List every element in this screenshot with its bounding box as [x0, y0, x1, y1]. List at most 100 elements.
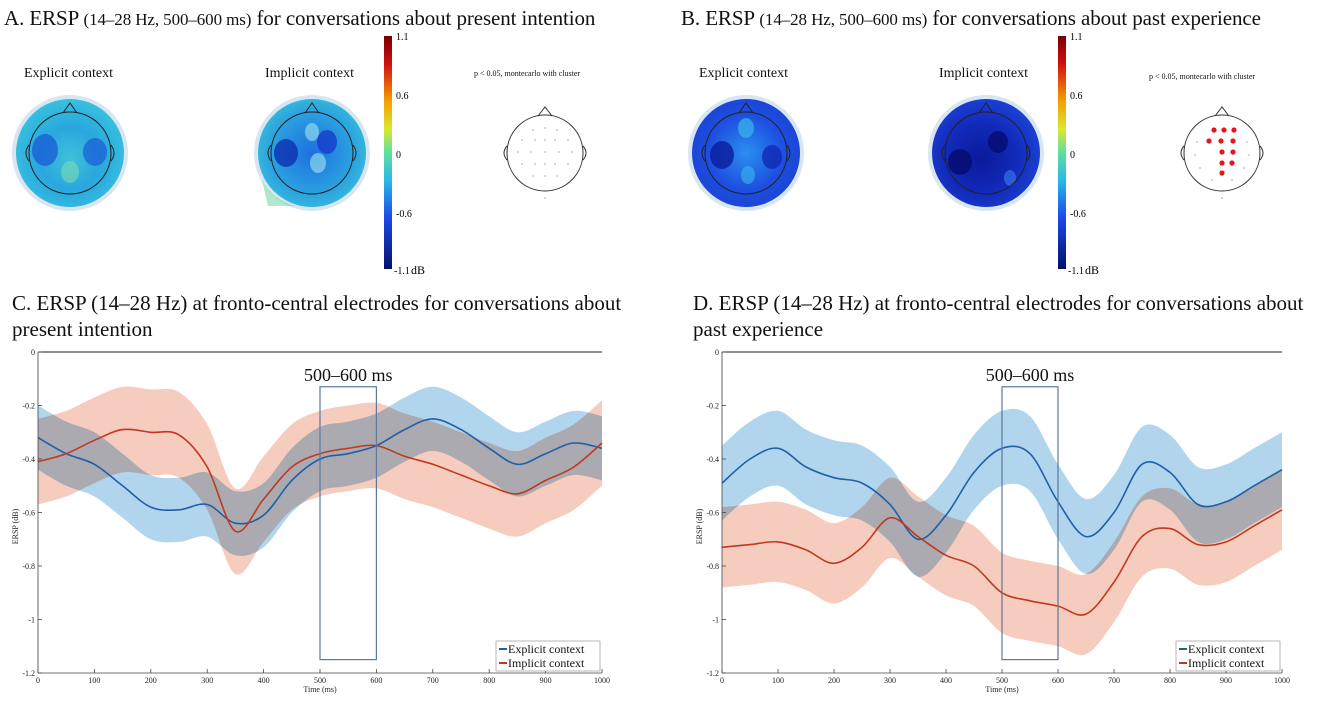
- panel-c-y-axis-label: ERSP (dB): [11, 508, 20, 544]
- colorbar-a-tick: -1.1: [394, 266, 410, 277]
- panel-c-x-tick-label: 300: [201, 676, 213, 685]
- panel-c-x-tick-label: 600: [370, 676, 382, 685]
- panel-b-significance-head: [1180, 106, 1264, 199]
- panel-b-title-tail: for conversations about past experience: [927, 6, 1261, 30]
- panel-d-x-tick-label: 800: [1164, 676, 1176, 685]
- panel-c-window-box: [319, 386, 378, 661]
- significant-electrode: [1231, 127, 1237, 133]
- panel-a-significance-head: [503, 106, 587, 199]
- panel-b-title-main: B. ERSP: [681, 6, 760, 30]
- colorbar-a-tick: -0.6: [396, 209, 412, 220]
- significant-electrode: [1229, 160, 1235, 166]
- panel-c-y-tick-label: -0.8: [22, 562, 35, 571]
- panel-c-legend-label: Implicit context: [508, 656, 585, 670]
- panel-a-explicit-label: Explicit context: [24, 66, 114, 81]
- topomaps-layer: 1.1 0.6 0 -0.6 -1.1 dB: [12, 32, 1264, 277]
- panel-d-x-tick-label: 200: [828, 676, 840, 685]
- panel-d-chart: 0-0.2-0.4-0.6-0.8-1-1.20 100 200 300 400 500 6…: [695, 348, 1290, 694]
- panel-c-x-tick-label: 100: [88, 676, 100, 685]
- colorbar-b-unit: dB: [1085, 263, 1099, 277]
- panel-c-chart: 0-0.2-0.4-0.6-0.8-1-1.20 100 200 300 400 500 6…: [11, 348, 610, 694]
- panel-c-legend-label: Explicit context: [508, 642, 585, 656]
- panel-c-y-tick-label: -0.6: [22, 509, 35, 518]
- panel-d-title: D. ERSP (14–28 Hz) at fronto-central ele…: [693, 291, 1304, 341]
- panel-a-colorbar: 1.1 0.6 0 -0.6 -1.1 dB: [384, 32, 425, 277]
- panel-c-x-tick-label: 800: [483, 676, 495, 685]
- panel-c-y-tick-label: -1.2: [22, 669, 35, 678]
- colorbar-a-tick: 0: [396, 150, 401, 161]
- significant-electrode: [1206, 138, 1212, 144]
- panel-c-y-tick-label: -1: [28, 616, 35, 625]
- colorbar-b-tick: 0: [1070, 150, 1075, 161]
- panel-d-x-tick-label: 700: [1108, 676, 1120, 685]
- panel-c-x-axis-label: Time (ms): [303, 685, 337, 694]
- panel-b-implicit-label: Implicit context: [939, 66, 1029, 81]
- panel-d-legend-label: Implicit context: [1188, 656, 1265, 670]
- significant-electrode: [1219, 160, 1225, 166]
- panel-d-legend-label: Explicit context: [1188, 642, 1265, 656]
- significant-electrode: [1221, 127, 1227, 133]
- panel-c-x-tick-label: 700: [427, 676, 439, 685]
- panel-c-x-tick-label: 0: [36, 676, 40, 685]
- panel-d-window-label: 500–600 ms: [986, 365, 1075, 385]
- significant-electrodes: [1206, 127, 1237, 176]
- panel-b-title: B. ERSP (14–28 Hz, 500–600 ms) for conve…: [681, 6, 1261, 31]
- panel-c-legend-box: [495, 640, 601, 672]
- colorbar-b-tick: -1.1: [1068, 266, 1084, 277]
- panel-c-x-tick-label: 1000: [594, 676, 610, 685]
- colorbar-b-tick: 1.1: [1070, 32, 1083, 43]
- panel-b-colorbar: 1.1 0.6 0 -0.6 -1.1 dB: [1058, 32, 1099, 277]
- panel-d-x-tick-label: 1000: [1274, 676, 1290, 685]
- panel-a-explicit-topomap: [12, 95, 128, 211]
- panel-c-x-tick-label: 400: [258, 676, 270, 685]
- colorbar-b-tick: 0.6: [1070, 91, 1083, 102]
- significant-electrode: [1219, 170, 1225, 176]
- panel-c-x-tick-label: 500: [314, 676, 326, 685]
- colorbar-a-unit: dB: [411, 263, 425, 277]
- panel-b-implicit-topomap: [928, 95, 1044, 211]
- panel-d-x-axis-label: Time (ms): [985, 685, 1019, 694]
- significant-electrode: [1230, 138, 1236, 144]
- significant-electrode: [1219, 149, 1225, 155]
- panel-c-x-tick-label: 200: [145, 676, 157, 685]
- panel-d-x-tick-label: 600: [1052, 676, 1064, 685]
- panel-d-x-tick-label: 0: [720, 676, 724, 685]
- panel-a-title-tail: for conversations about present intentio…: [251, 6, 596, 30]
- panel-b-significance-note: p < 0.05, montecarlo with cluster: [1149, 72, 1256, 81]
- panel-c-y-tick-label: -0.2: [22, 402, 35, 411]
- panel-b-explicit-topomap: [688, 95, 804, 211]
- panel-d-y-tick-label: -0.8: [706, 562, 719, 571]
- panel-a-title-main: A. ERSP: [4, 6, 84, 30]
- panel-d-window-box: [1001, 386, 1059, 661]
- significant-electrode: [1218, 138, 1224, 144]
- panel-d-y-tick-label: -1.2: [706, 669, 719, 678]
- panel-c-y-tick-label: 0: [31, 348, 35, 357]
- panel-d-y-tick-label: -1: [712, 616, 719, 625]
- panel-a-title-params: (14–28 Hz, 500–600 ms): [83, 10, 252, 29]
- panel-c-y-tick-label: -0.4: [22, 455, 35, 464]
- panel-d-y-tick-label: -0.4: [706, 455, 719, 464]
- panel-a-title: A. ERSP (14–28 Hz, 500–600 ms) for conve…: [4, 6, 595, 31]
- panel-d-x-tick-label: 100: [772, 676, 784, 685]
- panel-b-title-params: (14–28 Hz, 500–600 ms): [759, 10, 928, 29]
- panel-c-x-tick-label: 900: [540, 676, 552, 685]
- panel-d-x-tick-label: 500: [996, 676, 1008, 685]
- panel-d-y-tick-label: -0.6: [706, 509, 719, 518]
- panel-a-significance-note: p < 0.05, montecarlo with cluster: [474, 69, 581, 78]
- panel-d-x-tick-label: 900: [1220, 676, 1232, 685]
- panel-a-implicit-label: Implicit context: [265, 66, 355, 81]
- panel-d-x-tick-label: 400: [940, 676, 952, 685]
- significant-electrode: [1230, 149, 1236, 155]
- panel-a-implicit-topomap: [254, 95, 370, 211]
- significant-electrode: [1211, 127, 1217, 133]
- panel-d-y-tick-label: 0: [715, 348, 719, 357]
- panel-d-y-tick-label: -0.2: [706, 402, 719, 411]
- panel-c-title: C. ERSP (14–28 Hz) at fronto-central ele…: [12, 291, 622, 341]
- colorbar-b-tick: -0.6: [1070, 209, 1086, 220]
- panel-c-window-label: 500–600 ms: [304, 365, 393, 385]
- panel-d-legend-box: [1175, 640, 1281, 672]
- colorbar-a-tick: 0.6: [396, 91, 409, 102]
- panel-d-x-tick-label: 300: [884, 676, 896, 685]
- panel-b-explicit-label: Explicit context: [699, 66, 789, 81]
- colorbar-a-tick: 1.1: [396, 32, 409, 43]
